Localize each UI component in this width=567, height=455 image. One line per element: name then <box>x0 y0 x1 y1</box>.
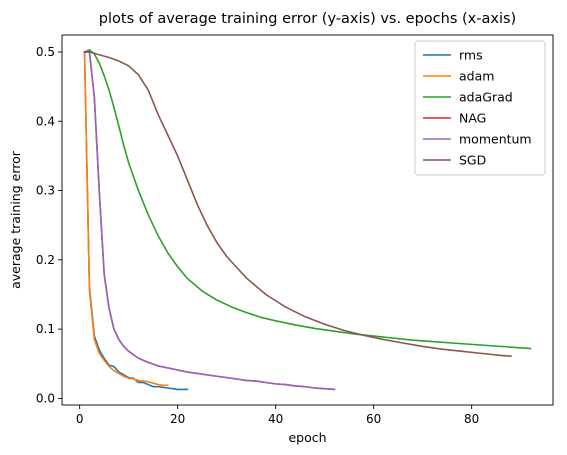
legend-label-adam: adam <box>459 69 494 84</box>
x-axis-label: epoch <box>288 430 326 445</box>
series-line-momentum <box>83 51 336 391</box>
x-tick-label: 80 <box>464 412 479 426</box>
legend-label-adagrad: adaGrad <box>459 90 513 105</box>
legend-label-nag: NAG <box>459 111 486 126</box>
series-line-adam <box>83 51 169 387</box>
legend-box <box>414 40 546 176</box>
series-line-adagrad <box>83 49 532 350</box>
y-axis-label: average training error <box>8 150 23 289</box>
x-tick-label: 0 <box>76 412 84 426</box>
y-tick-label: 0.0 <box>36 391 55 405</box>
legend: rms adam adaGrad NAG momentum SGD <box>414 40 546 176</box>
y-tick-label: 0.1 <box>36 322 55 336</box>
y-tick-label: 0.2 <box>36 253 55 267</box>
legend-label-momentum: momentum <box>459 132 532 147</box>
y-tick-label: 0.5 <box>36 45 55 59</box>
x-tick-label: 40 <box>268 412 283 426</box>
y-tick-label: 0.4 <box>36 114 55 128</box>
axes-layer: 0 20 40 60 80 0.0 0.1 0.2 0.3 0.4 0.5 <box>36 34 554 426</box>
legend-label-sgd: SGD <box>459 153 486 168</box>
axes-frame <box>61 34 554 406</box>
x-tick-label: 20 <box>170 412 185 426</box>
x-tick-label: 60 <box>366 412 381 426</box>
series-layer <box>83 49 532 391</box>
chart-title: plots of average training error (y-axis)… <box>99 11 516 27</box>
y-tick-label: 0.3 <box>36 184 55 198</box>
series-line-sgd <box>83 51 512 358</box>
legend-label-rms: rms <box>459 48 483 63</box>
